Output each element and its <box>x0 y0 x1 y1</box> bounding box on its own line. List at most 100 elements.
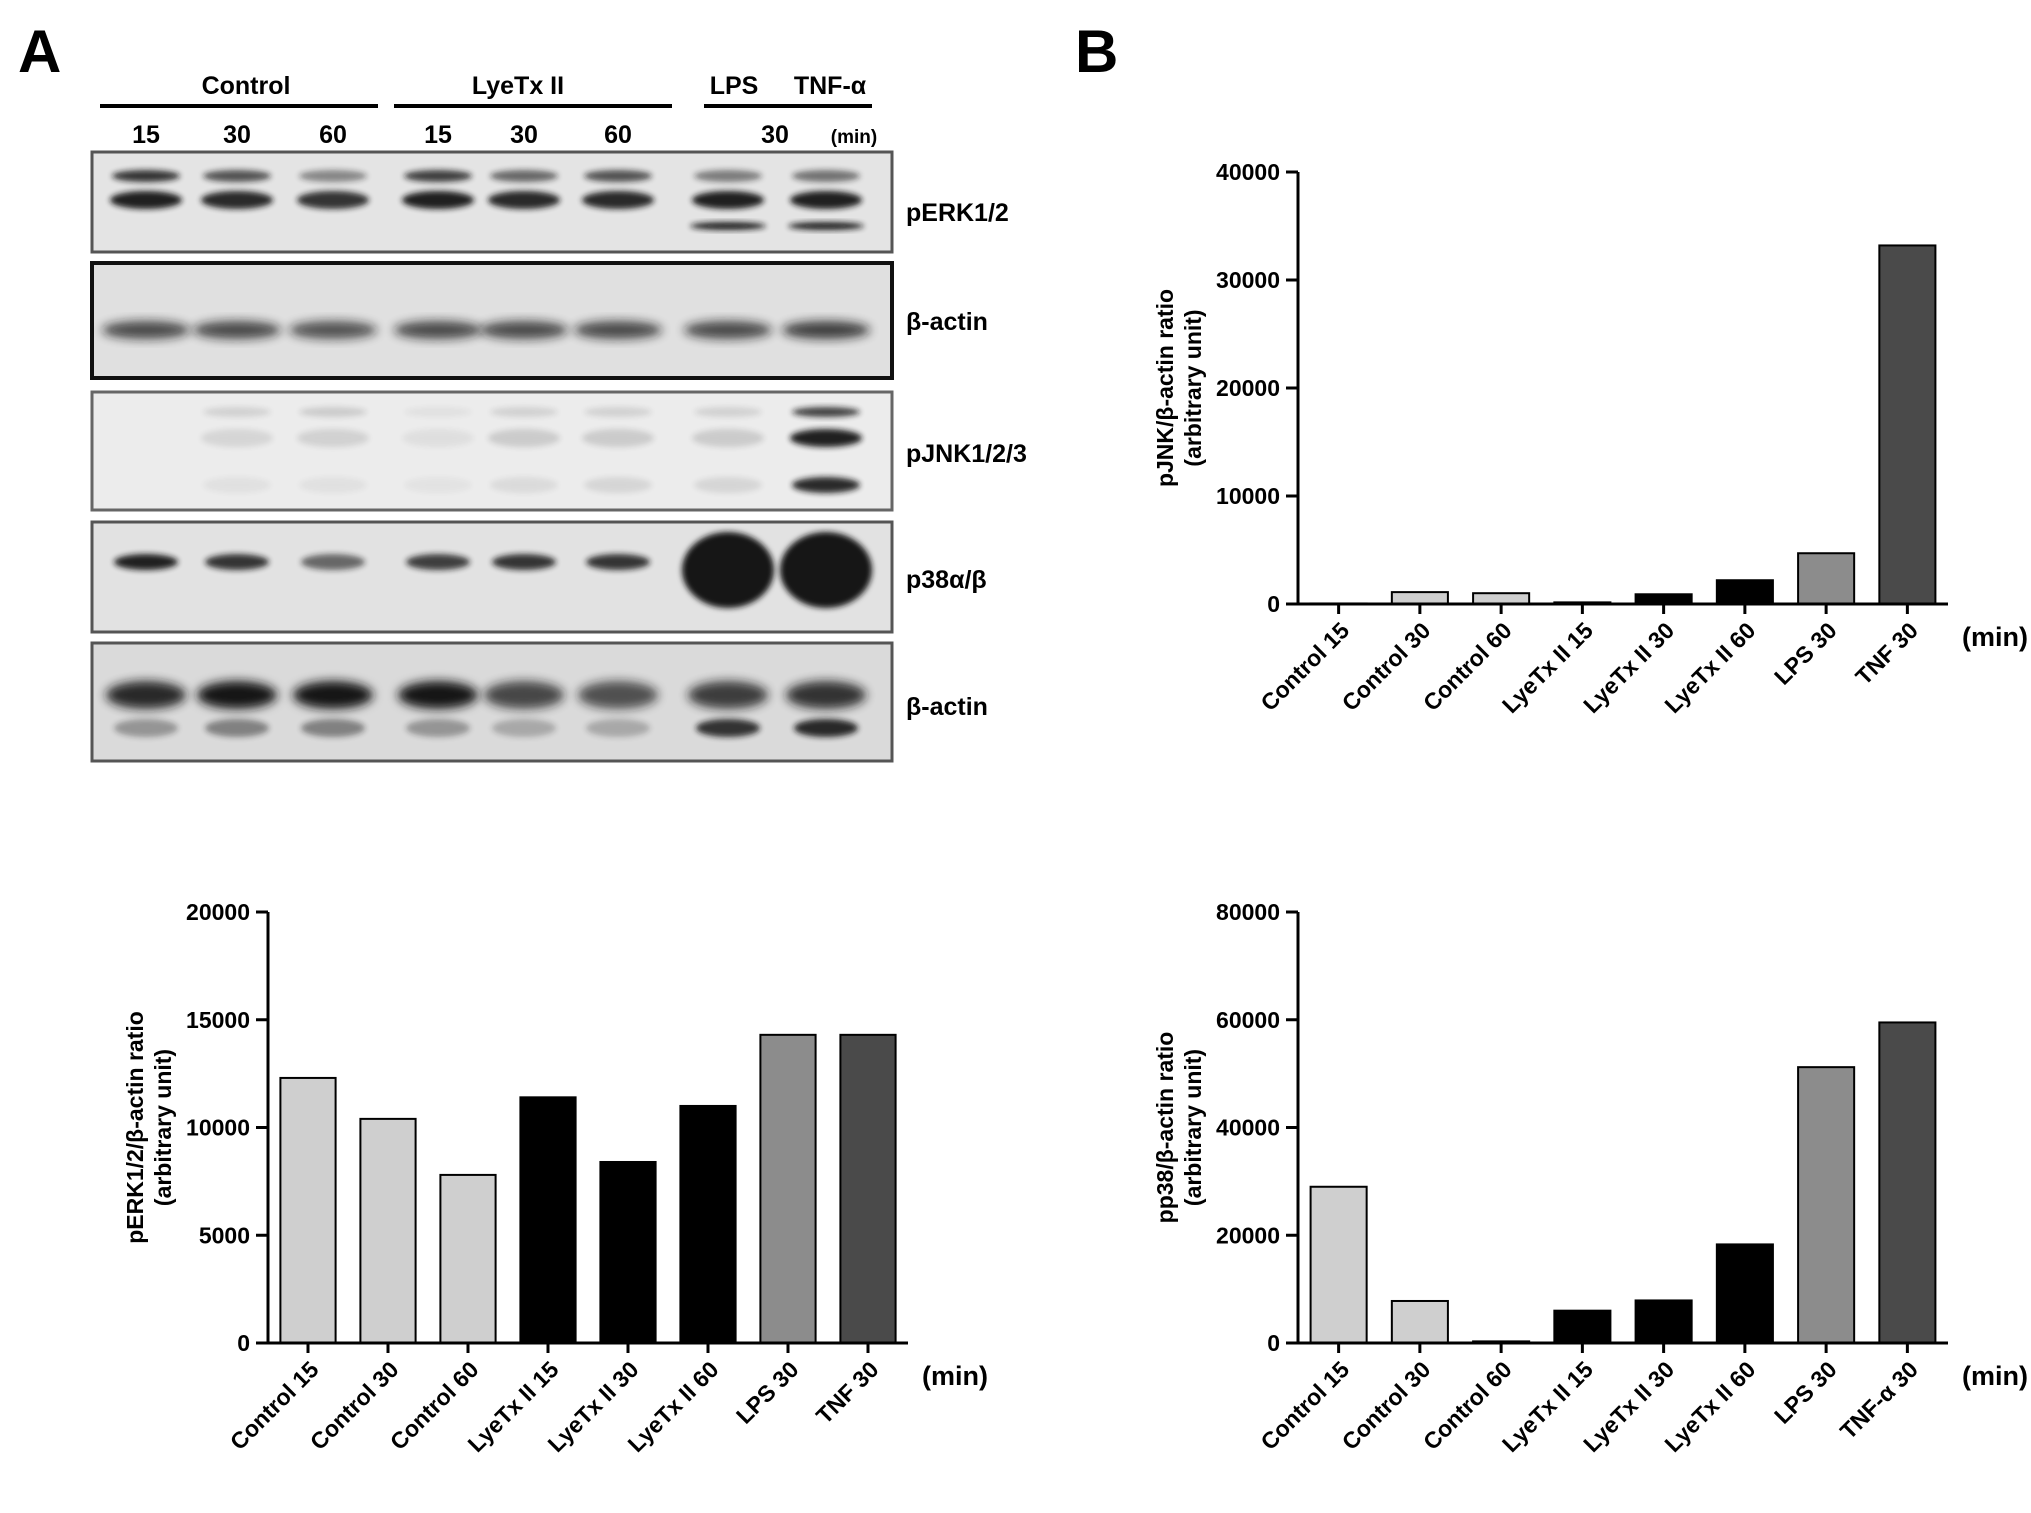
bar <box>519 1096 577 1344</box>
blot-band <box>205 554 269 570</box>
bar <box>1390 591 1449 605</box>
y-tick-label: 0 <box>237 1330 250 1356</box>
time-unit-label: (min) <box>831 127 877 148</box>
blot-band <box>488 191 560 209</box>
y-axis-label: pERK1/2/β-actin ratio <box>122 1011 148 1244</box>
blot-band <box>682 532 774 608</box>
blot-row-label-actin-2: β-actin <box>906 693 988 721</box>
bar <box>599 1160 657 1344</box>
time-label: 15 <box>132 121 160 149</box>
blot-band <box>297 429 369 447</box>
blot-band <box>490 477 558 493</box>
blot-band <box>578 681 658 709</box>
blot-band <box>203 407 271 417</box>
blot-band <box>201 191 273 209</box>
bar <box>1797 552 1856 605</box>
blot-band <box>114 719 178 737</box>
blot-band <box>694 170 762 182</box>
y-tick-label: 0 <box>1267 1330 1280 1356</box>
blot-band <box>110 191 182 209</box>
panel-label-a: A <box>18 18 61 85</box>
time-label: 60 <box>604 121 632 149</box>
y-tick-label: 20000 <box>186 899 250 925</box>
bar <box>1309 1185 1368 1344</box>
bar <box>1472 592 1531 606</box>
group-label-lyetx: LyeTx II <box>472 72 564 100</box>
blot-bands <box>102 170 872 737</box>
blot-band <box>402 429 474 447</box>
blot-band <box>688 681 768 709</box>
x-tick-label: LPS 30 <box>1769 617 1842 690</box>
x-unit-label: (min) <box>1962 622 2028 652</box>
bar <box>1878 1021 1937 1344</box>
blot-band <box>786 681 866 709</box>
y-tick-label: 60000 <box>1216 1007 1280 1033</box>
blot-band <box>586 719 650 737</box>
blot-band <box>406 719 470 737</box>
y-tick-label: 40000 <box>1216 1115 1280 1141</box>
blot-band <box>792 407 860 417</box>
blot-band <box>301 719 365 737</box>
western-blot: Control LyeTx II LPS TNF-α 15 30 60 15 3… <box>90 72 1027 763</box>
panel-label-b: B <box>1075 18 1118 85</box>
x-tick-label: TNF-α 30 <box>1835 1356 1923 1444</box>
bar <box>1553 1309 1612 1345</box>
blot-band <box>488 429 560 447</box>
time-label: 30 <box>761 121 789 149</box>
blot-band <box>299 407 367 417</box>
blot-band <box>574 321 662 339</box>
bar <box>439 1173 497 1345</box>
y-tick-label: 10000 <box>1216 483 1280 509</box>
blot-band <box>480 321 568 339</box>
blot-band <box>696 719 760 737</box>
blot-band <box>790 191 862 209</box>
blot-band <box>299 477 367 493</box>
y-tick-label: 10000 <box>186 1115 250 1141</box>
bar <box>1390 1299 1449 1345</box>
blot-band <box>289 321 377 339</box>
blot-band <box>112 170 180 182</box>
blot-band <box>490 407 558 417</box>
y-axis-sublabel: (arbitrary unit) <box>1180 1049 1206 1206</box>
y-tick-label: 40000 <box>1216 159 1280 185</box>
x-tick-label: TNF 30 <box>1850 617 1923 690</box>
y-tick-label: 20000 <box>1216 375 1280 401</box>
blot-band <box>201 429 273 447</box>
blot-band <box>193 321 281 339</box>
x-tick-label: LPS 30 <box>731 1356 804 1429</box>
y-axis-label: pJNK/β-actin ratio <box>1152 289 1178 487</box>
y-axis-sublabel: (arbitrary unit) <box>150 1049 176 1206</box>
y-tick-label: 20000 <box>1216 1222 1280 1248</box>
blot-band <box>792 170 860 182</box>
y-axis-sublabel: (arbitrary unit) <box>1180 309 1206 466</box>
y-axis-label: pp38/β-actin ratio <box>1152 1032 1178 1224</box>
blot-band <box>582 429 654 447</box>
blot-band <box>299 170 367 182</box>
bar <box>359 1117 417 1344</box>
y-tick-label: 80000 <box>1216 899 1280 925</box>
blot-band <box>398 681 478 709</box>
bar <box>679 1104 737 1344</box>
blot-band <box>404 170 472 182</box>
blot-band <box>692 191 764 209</box>
time-label: 30 <box>510 121 538 149</box>
bar <box>1715 1243 1774 1344</box>
blot-band <box>203 477 271 493</box>
blot-band <box>584 170 652 182</box>
blot-band <box>404 477 472 493</box>
group-label-control: Control <box>202 72 291 100</box>
blot-band <box>102 321 190 339</box>
blot-band <box>790 429 862 447</box>
blot-band <box>203 170 271 182</box>
blot-row-label-p38: p38α/β <box>906 566 987 594</box>
blot-band <box>490 170 558 182</box>
blot-band <box>788 222 864 230</box>
blot-band <box>692 429 764 447</box>
blot-band <box>492 554 556 570</box>
group-label-lps: LPS <box>710 72 759 100</box>
blot-row-label-perk: pERK1/2 <box>906 199 1009 227</box>
bar <box>1634 1299 1693 1344</box>
